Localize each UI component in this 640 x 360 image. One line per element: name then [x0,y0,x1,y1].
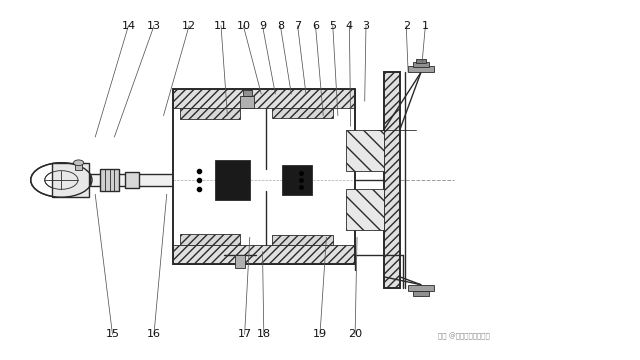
Bar [243,90,252,96]
Circle shape [45,171,78,189]
Bar [76,163,82,170]
Bar [179,234,240,244]
Text: 13: 13 [147,21,161,31]
Text: 17: 17 [237,329,252,339]
Bar [272,234,333,244]
Text: 1: 1 [422,21,429,31]
Text: 6: 6 [312,21,319,31]
Text: 11: 11 [214,21,228,31]
Text: 14: 14 [122,21,136,31]
Text: 5: 5 [329,21,336,31]
Text: 3: 3 [362,21,369,31]
Bar [346,130,384,171]
Bar [240,96,254,108]
Text: 9: 9 [259,21,266,31]
Bar [173,244,355,264]
Text: 20: 20 [348,329,362,339]
Text: 8: 8 [277,21,284,31]
Bar [179,108,240,119]
Bar [52,163,89,197]
Bar [214,160,250,200]
Bar [384,72,400,288]
Bar [408,66,434,72]
Text: 16: 16 [147,329,161,339]
Bar [173,89,355,108]
Text: 2: 2 [403,21,410,31]
Bar [272,108,333,118]
Bar [413,62,429,67]
Text: 19: 19 [313,329,327,339]
Bar [346,189,384,230]
Bar [282,165,312,195]
Bar [413,291,429,296]
Text: 7: 7 [294,21,301,31]
Bar [90,174,173,186]
Bar [416,59,426,63]
Text: 15: 15 [106,329,120,339]
Bar [173,108,355,244]
Circle shape [31,163,92,197]
Text: 4: 4 [346,21,353,31]
Bar [235,255,245,268]
Text: 头条 @大学教师科普先锋: 头条 @大学教师科普先锋 [438,332,490,339]
Text: 18: 18 [257,329,271,339]
Circle shape [74,160,84,166]
Text: 12: 12 [182,21,196,31]
Text: 10: 10 [236,21,250,31]
Bar [408,285,434,291]
Bar [100,169,119,191]
Bar [125,172,140,188]
